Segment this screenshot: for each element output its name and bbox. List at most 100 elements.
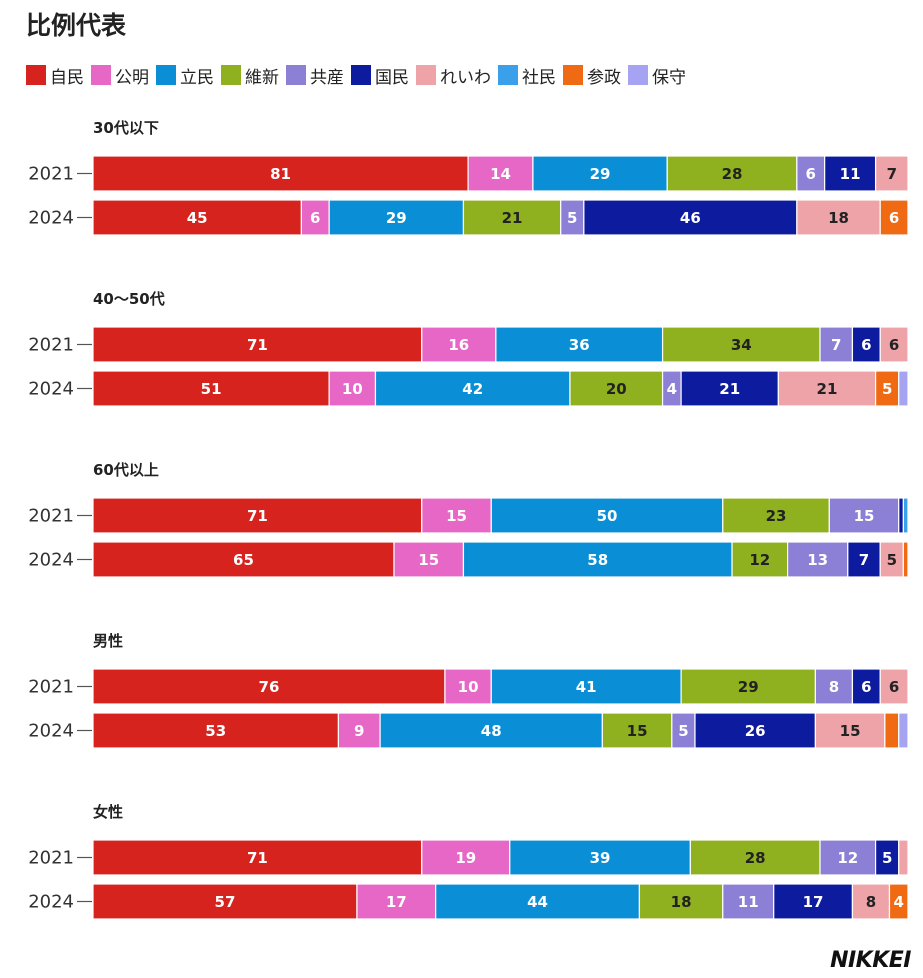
year-label: 2024 — [28, 550, 74, 571]
bar-segment — [509, 839, 691, 876]
legend-label: れいわ — [440, 67, 491, 88]
bar-segment — [694, 712, 816, 749]
bar-segment — [462, 541, 733, 578]
bar-segment — [847, 541, 881, 578]
bar-segment — [851, 326, 881, 363]
legend-item: 参政 — [563, 63, 621, 88]
bar-segment — [569, 370, 664, 407]
data-label: 23 — [766, 507, 787, 525]
bar-segment — [435, 883, 641, 920]
data-label: 10 — [458, 678, 479, 696]
bar-segment — [898, 839, 909, 876]
data-label: 17 — [803, 893, 824, 911]
bar-segment — [722, 497, 830, 534]
data-label: 8 — [829, 678, 839, 696]
data-label: 5 — [887, 551, 897, 569]
data-label: 34 — [731, 336, 752, 354]
data-label: 10 — [342, 380, 363, 398]
data-label: 7 — [859, 551, 869, 569]
data-label: 81 — [270, 165, 291, 183]
data-label: 5 — [678, 722, 688, 740]
bar-segment — [777, 370, 877, 407]
data-label: 15 — [840, 722, 861, 740]
year-label: 2021 — [28, 677, 74, 698]
data-label: 15 — [446, 507, 467, 525]
bar-segment — [902, 497, 909, 534]
data-label: 19 — [455, 849, 476, 867]
data-label: 12 — [837, 849, 858, 867]
legend-label: 参政 — [587, 67, 621, 88]
data-label: 6 — [806, 165, 816, 183]
data-label: 7 — [887, 165, 897, 183]
bar-segment — [888, 883, 909, 920]
year-label: 2024 — [28, 892, 74, 913]
bar-segment — [898, 370, 909, 407]
bar-segment — [393, 541, 465, 578]
bar-segment — [879, 326, 909, 363]
data-label: 12 — [749, 551, 770, 569]
bar-segment — [819, 326, 854, 363]
data-label: 6 — [889, 336, 899, 354]
legend-label: 保守 — [652, 67, 686, 88]
data-label: 42 — [462, 380, 483, 398]
bar-segment — [879, 668, 909, 705]
data-label: 4 — [894, 893, 904, 911]
legend-swatch — [416, 65, 436, 85]
year-label: 2021 — [28, 335, 74, 356]
data-label: 15 — [627, 722, 648, 740]
legend-item: 自民 — [26, 63, 84, 88]
bar-segment — [583, 199, 798, 236]
data-label: 16 — [448, 336, 469, 354]
data-label: 5 — [882, 380, 892, 398]
data-label: 6 — [310, 209, 320, 227]
legend-label: 国民 — [375, 67, 409, 88]
legend-item: 公明 — [91, 63, 149, 88]
legend-swatch — [563, 65, 583, 85]
bar-segment — [851, 668, 881, 705]
legend-item: 国民 — [351, 63, 409, 88]
bar-segment — [495, 326, 664, 363]
legend-swatch — [351, 65, 371, 85]
bar-segment — [379, 712, 603, 749]
data-label: 41 — [576, 678, 597, 696]
bar-segment — [490, 668, 682, 705]
bar-segment — [689, 839, 821, 876]
data-label: 26 — [745, 722, 766, 740]
year-label: 2024 — [28, 379, 74, 400]
bar-segment — [898, 712, 909, 749]
year-label: 2021 — [28, 164, 74, 185]
bar-segment — [666, 155, 798, 192]
data-label: 6 — [889, 209, 899, 227]
data-label: 4 — [667, 380, 677, 398]
bar-segment — [731, 541, 789, 578]
data-label: 5 — [567, 209, 577, 227]
bar-segment — [874, 155, 909, 192]
data-label: 51 — [201, 380, 222, 398]
data-label: 36 — [569, 336, 590, 354]
bar-segment — [773, 883, 854, 920]
bar-segment — [421, 497, 492, 534]
bar-segment — [421, 839, 511, 876]
bar-segment — [490, 497, 724, 534]
data-label: 6 — [889, 678, 899, 696]
legend-swatch — [221, 65, 241, 85]
data-label: 29 — [386, 209, 407, 227]
group-title: 60代以上 — [93, 461, 159, 479]
data-label: 39 — [590, 849, 611, 867]
bar-segment — [879, 199, 909, 236]
legend-swatch — [286, 65, 306, 85]
bar-segment — [902, 541, 909, 578]
data-label: 71 — [247, 849, 268, 867]
bar-segment — [92, 199, 302, 236]
data-label: 5 — [882, 849, 892, 867]
group-title: 40～50代 — [93, 290, 165, 308]
chart-title: 比例代表 — [26, 11, 127, 40]
legend-label: 社民 — [522, 67, 556, 88]
legend-swatch — [628, 65, 648, 85]
legend-swatch — [156, 65, 176, 85]
bar-segment — [328, 199, 465, 236]
bar-segment — [444, 668, 492, 705]
legend: 自民 公明 立民 維新 共産 国民 れいわ 社民 参政 保守 — [26, 62, 693, 88]
bar-segment — [828, 497, 900, 534]
bar-segment — [300, 199, 330, 236]
